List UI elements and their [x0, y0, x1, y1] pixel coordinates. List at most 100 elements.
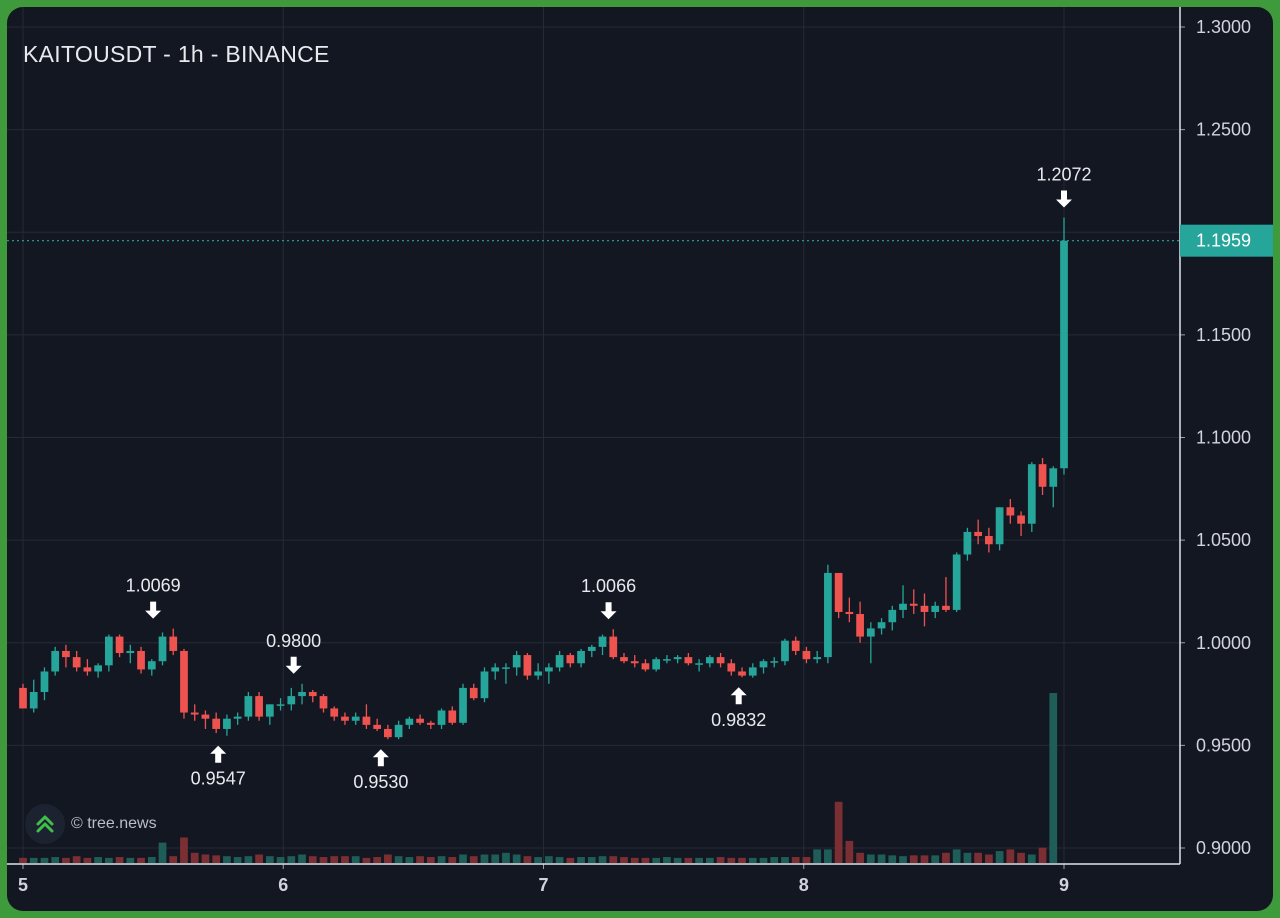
- candle-body: [255, 696, 263, 717]
- volume-bar: [609, 856, 618, 863]
- candle-body: [405, 718, 414, 725]
- candle-body: [824, 572, 832, 658]
- volume-bar: [577, 857, 585, 863]
- volume-bar: [695, 857, 703, 863]
- candle-body: [899, 603, 907, 610]
- candle-body: [394, 724, 403, 738]
- candle-body: [856, 614, 864, 637]
- volume-bar: [341, 856, 349, 863]
- candle-body: [223, 718, 231, 729]
- volume-bar: [555, 857, 564, 863]
- volume-bar: [319, 857, 328, 863]
- candle-body: [534, 671, 542, 676]
- candle-body: [190, 712, 199, 715]
- candle-body: [158, 636, 167, 662]
- watermark: © tree.news: [25, 804, 157, 844]
- axes: 1.30001.25001.20001.15001.10001.05001.00…: [7, 7, 1273, 895]
- volume-bar: [115, 857, 124, 863]
- candle-body: [705, 657, 714, 664]
- candle-body: [62, 650, 70, 658]
- chart-title: KAITOUSDT - 1h - BINANCE: [23, 41, 330, 67]
- candle-body: [1060, 240, 1068, 469]
- candle-body: [716, 657, 725, 664]
- volume-bar: [244, 856, 253, 863]
- candle-body: [759, 661, 768, 668]
- volume-bar: [158, 842, 167, 863]
- annotation-arrow-icon: [730, 687, 747, 705]
- volume-bar: [308, 856, 317, 863]
- candle-body: [545, 667, 553, 672]
- candle-body: [630, 661, 639, 664]
- volume-bar: [126, 857, 135, 863]
- volume-bar: [223, 856, 231, 863]
- volume-bar: [351, 856, 360, 863]
- price-chart[interactable]: 1.0069 0.9547 0.9800 0.9530 1.0066 0.9832 1.20…: [7, 7, 1273, 911]
- y-tick-label: 1.0000: [1196, 633, 1251, 653]
- volume-bar: [255, 854, 263, 863]
- candle-body: [480, 671, 489, 699]
- volume-bar: [426, 857, 435, 863]
- volume-bar: [72, 856, 81, 863]
- candle-body: [384, 728, 392, 738]
- candle-body: [952, 554, 961, 610]
- volume-bar: [630, 857, 639, 863]
- volume-bar: [1027, 854, 1036, 863]
- volume-bar: [791, 857, 800, 863]
- x-tick-label: 9: [1059, 875, 1069, 895]
- volume-bar: [727, 857, 736, 863]
- volume-bar: [180, 837, 188, 863]
- volume-bar: [888, 855, 897, 863]
- volume-bar: [459, 854, 467, 863]
- volume-bar: [824, 849, 832, 863]
- last-price-label: 1.1959: [1196, 231, 1251, 251]
- y-tick-label: 1.1500: [1196, 325, 1251, 345]
- candle-body: [373, 724, 382, 729]
- volume-bar: [974, 852, 983, 863]
- volume-bar: [416, 856, 424, 863]
- price-annotations: 1.0069 0.9547 0.9800 0.9530 1.0066 0.9832 1.20…: [126, 164, 1092, 792]
- candle-body: [212, 718, 221, 729]
- candle-body: [577, 650, 585, 664]
- candle-body: [40, 671, 49, 693]
- candle-body: [1017, 515, 1025, 524]
- volume-bar: [545, 856, 553, 863]
- last-price-tag: [1180, 224, 1273, 257]
- volume-bar: [233, 857, 242, 863]
- candle-body: [877, 622, 886, 629]
- volume-bar: [40, 857, 49, 863]
- candle-body: [437, 710, 446, 725]
- y-tick-label: 1.3000: [1196, 17, 1251, 37]
- volume-bar: [137, 857, 145, 863]
- candle-body: [555, 655, 564, 668]
- annotation-label: 1.2072: [1036, 164, 1091, 184]
- volume-bar: [673, 857, 682, 863]
- candle-body: [265, 704, 274, 717]
- candle-body: [684, 657, 693, 664]
- volume-bar: [845, 840, 854, 863]
- volume-bar: [620, 857, 628, 863]
- candle-body: [126, 650, 135, 654]
- volume-bar: [512, 854, 521, 863]
- annotation-arrow-icon: [600, 602, 617, 620]
- annotation-arrow-icon: [1056, 190, 1072, 208]
- volume-bar: [705, 857, 714, 863]
- candle-body: [1038, 464, 1047, 487]
- candle-body: [94, 665, 102, 672]
- candle-body: [748, 667, 757, 676]
- candle-body: [791, 640, 800, 651]
- candle-body: [695, 663, 703, 665]
- candle-body: [963, 531, 972, 555]
- volume-bar: [502, 852, 510, 863]
- volume-bar: [1017, 852, 1025, 863]
- volume-bar: [373, 857, 382, 863]
- volume-bar: [641, 857, 650, 863]
- volume-bar: [942, 852, 950, 863]
- candle-body: [909, 603, 918, 606]
- candle-body: [845, 611, 854, 615]
- volume-bar: [534, 857, 542, 863]
- candle-body: [781, 640, 789, 662]
- candle-body: [620, 657, 628, 662]
- volume-bar: [738, 857, 746, 863]
- candle-body: [448, 710, 457, 723]
- candle-body: [985, 536, 993, 545]
